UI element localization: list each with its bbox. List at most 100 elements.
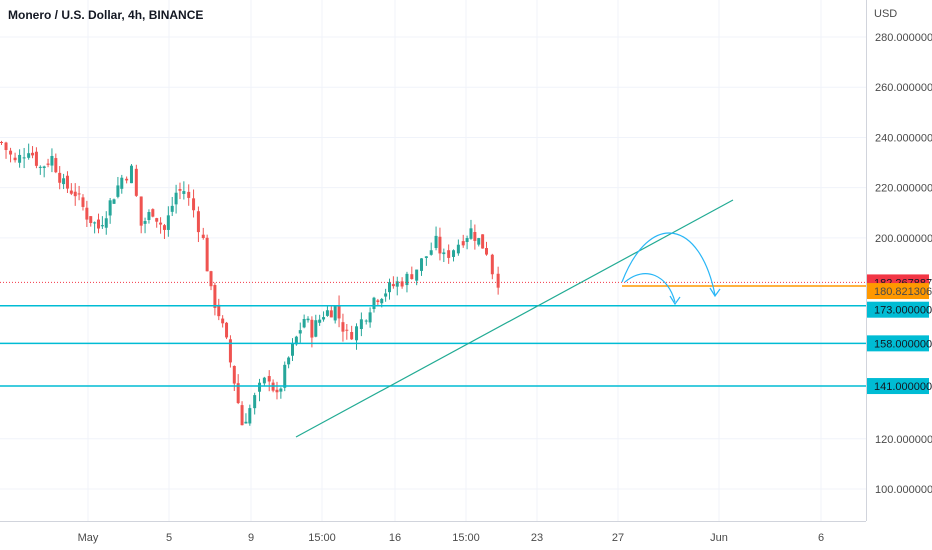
projection-arrow-down — [624, 273, 676, 303]
x-tick-label: 9 — [248, 532, 254, 544]
y-tick-label: 280.000000 — [875, 32, 932, 44]
candle-body — [298, 330, 302, 334]
x-tick-label: 6 — [818, 532, 824, 544]
price-tag-label: 180.821306 — [874, 286, 932, 298]
candle-body — [267, 376, 271, 382]
candle-body — [438, 236, 442, 254]
candle-body — [341, 322, 345, 332]
candle-body — [355, 326, 359, 341]
candle-body — [306, 318, 310, 321]
candle-body — [232, 365, 236, 384]
price-tag-label: 173.000000 — [874, 305, 932, 317]
candle-body — [496, 273, 500, 288]
candle-body — [4, 142, 8, 151]
candle-body — [364, 320, 368, 322]
candle-body — [465, 238, 469, 242]
candle-body — [391, 284, 395, 287]
candle-body — [314, 320, 318, 337]
candle-body — [62, 178, 66, 185]
candle-body — [350, 332, 354, 340]
candle-body — [228, 339, 232, 363]
y-tick-label: 200.000000 — [875, 233, 932, 245]
candle-body — [333, 306, 337, 321]
chart-title: Monero / U.S. Dollar, 4h, BINANCE — [8, 8, 203, 22]
candle-body — [405, 273, 409, 286]
candle-body — [372, 297, 376, 310]
candle-body — [93, 222, 97, 224]
candle-body — [469, 228, 473, 239]
price-labels: 182.267887180.821306173.000000158.000000… — [867, 274, 932, 395]
candle-body — [477, 238, 481, 245]
candle-body — [283, 364, 287, 388]
price-tag — [867, 335, 929, 352]
candle-body — [58, 172, 62, 183]
time-axis[interactable]: May 5 9 15:00 16 15:00 23 27 Jun 6 — [78, 532, 824, 544]
candle-body — [240, 405, 244, 426]
x-tick-label: 16 — [389, 532, 401, 544]
candle-body — [0, 142, 3, 144]
candle-body — [174, 192, 178, 205]
x-tick-label: Jun — [710, 532, 728, 544]
price-tag-label: 158.000000 — [874, 338, 932, 350]
price-tag — [867, 378, 929, 395]
candle-body — [104, 218, 108, 228]
candle-body — [100, 225, 104, 227]
candle-body — [201, 234, 205, 239]
candle-body — [420, 258, 424, 271]
candle-body — [322, 317, 326, 320]
candle-body — [129, 165, 133, 184]
y-tick-label: 260.000000 — [875, 82, 932, 94]
plot-background — [0, 0, 866, 521]
x-tick-label: 15:00 — [308, 532, 336, 544]
candle-body — [490, 254, 494, 275]
candle-body — [329, 310, 333, 318]
candle-body — [236, 383, 240, 404]
candle-body — [253, 395, 257, 409]
candle-body — [159, 222, 163, 225]
candle-body — [302, 318, 306, 328]
x-tick-label: 23 — [531, 532, 543, 544]
candle-body — [400, 281, 404, 287]
arrowhead — [709, 287, 721, 298]
candle-body — [108, 200, 112, 216]
candle-body — [275, 389, 279, 393]
candle-body — [380, 298, 384, 304]
candle-body — [345, 329, 349, 331]
x-tick-label: 15:00 — [452, 532, 480, 544]
y-tick-label: 120.000000 — [875, 434, 932, 446]
candle-body — [73, 191, 77, 197]
candle-body — [81, 197, 85, 207]
drawings — [0, 199, 866, 438]
candle-body — [166, 215, 170, 230]
candle-body — [192, 198, 196, 211]
candle-body — [31, 152, 35, 156]
candle-body — [359, 319, 363, 330]
candle-body — [291, 343, 294, 356]
candle-body — [287, 357, 291, 365]
candle-body — [182, 191, 186, 194]
price-axis[interactable]: 280.000000 260.000000 240.000000 220.000000… — [875, 32, 932, 496]
grid — [0, 0, 866, 521]
candle-body — [112, 199, 116, 204]
candle-body — [376, 300, 380, 302]
candle-body — [34, 151, 38, 166]
candle-body — [116, 185, 120, 197]
price-tag — [867, 301, 929, 318]
candle-body — [50, 155, 54, 166]
candle-body — [368, 312, 372, 323]
price-tag — [867, 283, 929, 300]
candle-body — [125, 178, 129, 181]
candle-body — [13, 157, 17, 161]
candle-body — [22, 157, 26, 159]
candle-body — [139, 196, 143, 226]
candle-body — [69, 190, 73, 194]
candle-body — [384, 293, 388, 297]
candle-body — [77, 193, 81, 195]
candle-body — [97, 219, 100, 229]
candle-body — [447, 250, 451, 258]
candle-body — [134, 168, 138, 196]
candle-body — [225, 322, 229, 338]
candle-body — [143, 221, 147, 224]
